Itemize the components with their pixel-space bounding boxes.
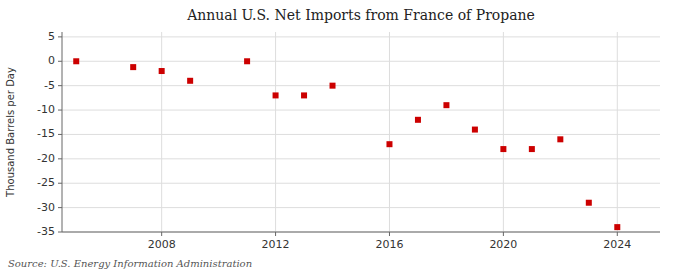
- point: [273, 92, 279, 98]
- tick-label: 2024: [603, 238, 631, 251]
- tick-mark: [58, 207, 62, 208]
- point: [415, 117, 421, 123]
- tick-label: -10: [37, 103, 55, 116]
- tick-mark: [58, 134, 62, 135]
- tick-mark: [58, 158, 62, 159]
- point: [586, 200, 592, 206]
- tick-mark: [58, 85, 62, 86]
- point: [472, 127, 478, 133]
- title: Annual U.S. Net Imports from France of P…: [186, 7, 535, 23]
- tick-mark: [503, 232, 504, 236]
- tick-mark: [617, 232, 618, 236]
- point: [244, 58, 250, 64]
- grid-line: [62, 158, 660, 159]
- point: [187, 78, 193, 84]
- point: [73, 58, 79, 64]
- grid-line: [275, 32, 276, 232]
- point: [386, 141, 392, 147]
- grid-line: [62, 110, 660, 111]
- grid-line: [62, 183, 660, 184]
- tick-label: -35: [37, 225, 55, 238]
- grid-line: [62, 36, 660, 37]
- point: [159, 68, 165, 74]
- y-axis-line: [62, 32, 63, 232]
- x-axis-line: [62, 232, 660, 233]
- tick-label: -15: [37, 127, 55, 140]
- grid-line: [161, 32, 162, 232]
- tick-mark: [58, 36, 62, 37]
- point: [330, 83, 336, 89]
- grid-line: [62, 134, 660, 135]
- y-axis-label: Thousand Barrels per Day: [5, 67, 16, 198]
- point: [614, 224, 620, 230]
- tick-mark: [161, 232, 162, 236]
- tick-mark: [275, 232, 276, 236]
- tick-label: 0: [48, 54, 55, 67]
- grid-line: [62, 85, 660, 86]
- grid: [62, 32, 660, 232]
- tick-mark: [389, 232, 390, 236]
- chart: 5 0 -5 -10 -15 -20 -25 -30 -35 2008 2012 2016 2020 20…: [0, 0, 675, 275]
- tick-mark: [58, 110, 62, 111]
- tick-label: -5: [44, 79, 55, 92]
- annotation: Source: U.S. Energy Information Administ…: [8, 258, 252, 269]
- grid-line: [62, 232, 660, 233]
- tick-mark: [58, 183, 62, 184]
- tick-label: 5: [48, 30, 55, 43]
- points: [73, 58, 620, 230]
- tick-label: 2008: [148, 238, 176, 251]
- tick-label: -30: [37, 201, 55, 214]
- point: [500, 146, 506, 152]
- tick-mark: [58, 232, 62, 233]
- tick-label: -25: [37, 176, 55, 189]
- point: [443, 102, 449, 108]
- grid-line: [62, 207, 660, 208]
- tick-label: 2012: [262, 238, 290, 251]
- point: [301, 92, 307, 98]
- point: [130, 64, 136, 70]
- tick-label: 2016: [375, 238, 403, 251]
- grid-line: [62, 61, 660, 62]
- grid-line: [503, 32, 504, 232]
- tick-label: -20: [37, 152, 55, 165]
- point: [557, 136, 563, 142]
- grid-line: [389, 32, 390, 232]
- point: [529, 146, 535, 152]
- tick-mark: [58, 61, 62, 62]
- grid-line: [617, 32, 618, 232]
- axes: 5 0 -5 -10 -15 -20 -25 -30 -35 2008 2012 2016 2020 20…: [37, 30, 660, 251]
- tick-label: 2020: [489, 238, 517, 251]
